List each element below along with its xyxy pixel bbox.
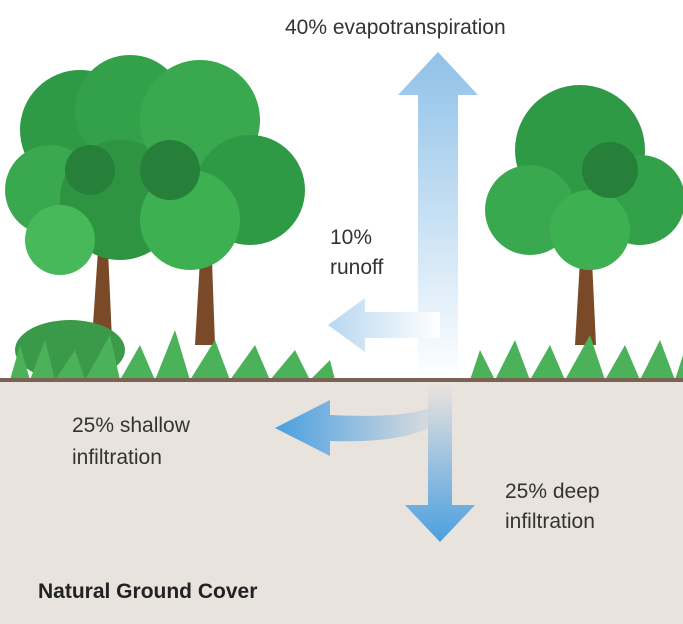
deep-infiltration-arrow — [405, 385, 475, 542]
shallow-label-2: infiltration — [72, 446, 162, 469]
trees-left — [5, 55, 305, 380]
evapotranspiration-arrow — [398, 52, 478, 380]
deep-label-2: infiltration — [505, 510, 595, 533]
tree-right — [485, 85, 683, 345]
runoff-label: runoff — [330, 256, 383, 279]
runoff-percent: 10% — [330, 226, 372, 249]
deep-label: 25% deep — [505, 480, 600, 503]
title: Natural Ground Cover — [38, 580, 257, 603]
shallow-infiltration-arrow — [275, 395, 450, 456]
runoff-arrow — [328, 298, 440, 352]
grass-left — [10, 330, 335, 380]
grass-right — [470, 335, 683, 380]
evapotranspiration-label: 40% evapotranspiration — [285, 16, 506, 39]
shallow-label: 25% shallow — [72, 414, 191, 437]
